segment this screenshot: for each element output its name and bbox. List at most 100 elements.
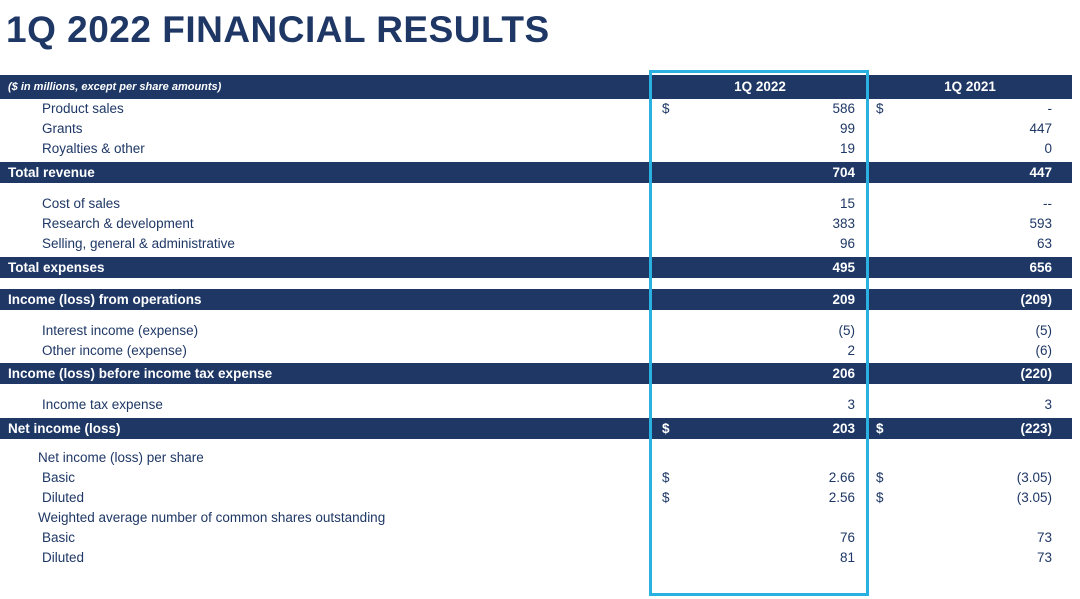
- row-label: Other income (expense): [42, 343, 187, 359]
- cell-value: 3: [847, 397, 855, 413]
- table-row: Selling, general & administrative 96 63: [0, 234, 1072, 254]
- value-cell-col1: 704: [652, 165, 868, 180]
- currency-symbol: $: [662, 420, 670, 436]
- table-row: Diluted $2.56 $ (3.05): [0, 488, 1072, 508]
- table-row: Diluted 81 73: [0, 548, 1072, 568]
- row-label: Basic: [42, 470, 76, 486]
- currency-symbol: [662, 366, 672, 381]
- value-cell-col1: 383: [652, 216, 868, 231]
- cell-value: 81: [839, 550, 855, 566]
- value-cell-col2: 447: [868, 165, 1072, 180]
- row-label: Selling, general & administrative: [42, 236, 235, 252]
- cell-value: 206: [832, 365, 855, 381]
- cell-value: 96: [839, 236, 855, 252]
- table-row: Interest income (expense) (5) (5): [0, 321, 1072, 341]
- row-gap: [0, 310, 1072, 321]
- cell-value: 209: [832, 291, 855, 307]
- cell-value: 704: [832, 164, 855, 180]
- currency-symbol: [876, 292, 886, 307]
- currency-symbol: [876, 397, 886, 412]
- row-label: Diluted: [42, 550, 85, 566]
- table-header-col-1q2022: 1Q 2022: [734, 79, 786, 95]
- table-row-total: Total revenue 704 447: [0, 161, 1072, 183]
- value-cell-col2: 63: [868, 236, 1072, 251]
- value-cell-col2: $ (223): [868, 421, 1072, 436]
- value-cell-col2: $ (3.05): [868, 470, 1072, 485]
- cell-value: 0: [1044, 141, 1052, 157]
- cell-value: (5): [838, 323, 856, 339]
- row-gap: [0, 183, 1072, 194]
- cell-value: 3: [1044, 397, 1052, 413]
- row-gap: [0, 439, 1072, 448]
- currency-symbol: [662, 343, 672, 358]
- row-label: Cost of sales: [42, 196, 121, 212]
- row-gap: [0, 384, 1072, 395]
- currency-symbol: [662, 397, 672, 412]
- currency-symbol: [662, 260, 672, 275]
- row-label: Total revenue: [8, 164, 95, 180]
- cell-value: (223): [1020, 420, 1052, 436]
- currency-symbol: [662, 236, 672, 251]
- currency-symbol: [662, 121, 672, 136]
- value-cell-col1: $2.56: [652, 490, 868, 505]
- cell-value: 2: [847, 343, 855, 359]
- cell-value: 586: [832, 101, 855, 117]
- value-cell-col2: --: [868, 196, 1072, 211]
- currency-symbol: [876, 216, 886, 231]
- value-cell-col1: 15: [652, 196, 868, 211]
- cell-value: 99: [839, 121, 855, 137]
- table-row: Income tax expense 3 3: [0, 395, 1072, 415]
- currency-symbol: [876, 196, 886, 211]
- value-cell-col2: 0: [868, 141, 1072, 156]
- table-row: Research & development 383 593: [0, 214, 1072, 234]
- currency-symbol: [876, 366, 886, 381]
- currency-symbol: [662, 141, 672, 156]
- value-cell-col1: $2.66: [652, 470, 868, 485]
- value-cell-col2: 3: [868, 397, 1072, 412]
- row-label: Product sales: [42, 101, 124, 117]
- cell-value: 383: [832, 216, 855, 232]
- value-cell-col1: 206: [652, 366, 868, 381]
- cell-value: 15: [839, 196, 855, 212]
- cell-value: 656: [1029, 259, 1052, 275]
- currency-symbol: $: [662, 470, 670, 486]
- row-label: Income (loss) from operations: [8, 291, 202, 307]
- cell-value: (209): [1020, 291, 1052, 307]
- row-label: Grants: [42, 121, 83, 137]
- currency-symbol: $: [876, 420, 884, 436]
- cell-value: (3.05): [1016, 470, 1052, 486]
- cell-value: (3.05): [1016, 490, 1052, 506]
- cell-value: 447: [1029, 121, 1052, 137]
- table-row-section: Net income (loss) per share: [0, 448, 1072, 468]
- row-label: Net income (loss): [8, 420, 121, 436]
- currency-symbol: [876, 323, 886, 338]
- value-cell-col1: 81: [652, 550, 868, 565]
- value-cell-col1: 495: [652, 260, 868, 275]
- value-cell-col1: 3: [652, 397, 868, 412]
- cell-value: (6): [1035, 343, 1053, 359]
- value-cell-col2: (6): [868, 343, 1072, 358]
- value-cell-col2: 656: [868, 260, 1072, 275]
- row-label: Basic: [42, 530, 76, 546]
- table-row-total: Income (loss) from operations 209 (209): [0, 288, 1072, 310]
- currency-symbol: [876, 236, 886, 251]
- value-cell-col2: $ -: [868, 101, 1072, 116]
- currency-symbol: [662, 165, 672, 180]
- value-cell-col1: 19: [652, 141, 868, 156]
- table-header-row: ($ in millions, except per share amounts…: [0, 74, 1072, 99]
- row-label: Net income (loss) per share: [38, 450, 204, 466]
- currency-symbol: [876, 260, 886, 275]
- value-cell-col1: $586: [652, 101, 868, 116]
- row-label: Royalties & other: [42, 141, 145, 157]
- currency-symbol: [662, 216, 672, 231]
- cell-value: 73: [1036, 530, 1052, 546]
- cell-value: --: [1043, 196, 1052, 212]
- cell-value: (220): [1020, 365, 1052, 381]
- table-row-section: Weighted average number of common shares…: [0, 508, 1072, 528]
- value-cell-col1: (5): [652, 323, 868, 338]
- row-label: Total expenses: [8, 259, 105, 275]
- currency-symbol: [662, 323, 672, 338]
- value-cell-col1: 76: [652, 530, 868, 545]
- cell-value: 76: [839, 530, 855, 546]
